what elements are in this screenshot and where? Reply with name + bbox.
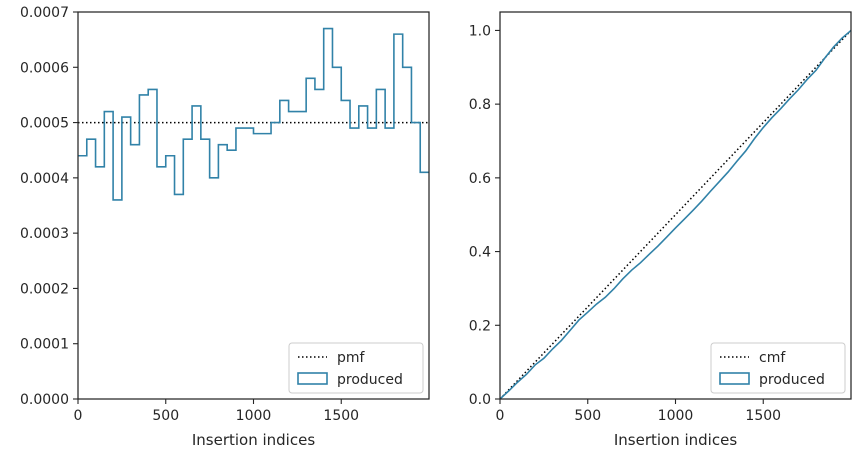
y-tick-label: 0.0004 [20,171,69,187]
legend-reference-label: cmf [759,350,786,366]
axes-frame [499,11,852,400]
legend: cmf produced [710,342,846,394]
produced-series-line [500,29,851,399]
legend-frame [710,342,846,394]
x-tick-label: 500 [152,408,179,424]
y-tick-label: 1.0 [469,23,491,39]
x-tick-label: 0 [496,408,505,424]
left-chart-pmf: 0 500 1000 1500 0.0000 0.0001 0.0002 0.0003 0.00… [20,5,430,449]
produced-series-line [78,27,429,201]
x-tick-label: 0 [74,408,83,424]
legend-frame [288,342,424,394]
x-tick-label: 500 [574,408,601,424]
x-tick-label: 1000 [236,408,272,424]
y-tick-label: 0.0003 [20,226,69,242]
x-tick-label: 1500 [323,408,359,424]
cmf-reference-line [500,29,851,399]
x-axis-label: Insertion indices [614,431,737,449]
y-tick-label: 0.0002 [20,281,69,297]
y-tick-label: 0.0006 [20,60,69,76]
y-tick-label: 0.0007 [20,5,69,21]
legend-produced-label: produced [337,372,403,388]
y-tick-label: 0.0 [469,392,491,408]
legend-produced-swatch [297,372,328,385]
legend-produced-swatch [719,372,750,385]
right-chart-cmf: 0 500 1000 1500 0.0 0.2 0.4 0.6 0.8 1.0 Insertion … [469,11,852,449]
legend: pmf produced [288,342,424,394]
axes-frame [77,11,430,400]
y-tick-label: 0.2 [469,318,491,334]
legend-reference-label: pmf [337,350,366,366]
y-tick-label: 0.0005 [20,116,69,132]
y-tick-label: 0.8 [469,97,491,113]
y-tick-label: 0.6 [469,171,491,187]
plot-area [78,27,429,201]
x-tick-label: 1500 [745,408,781,424]
y-tick-label: 0.0000 [20,392,69,408]
x-axis-label: Insertion indices [192,431,315,449]
legend-produced-label: produced [759,372,825,388]
plot-area [500,29,851,399]
x-tick-label: 1000 [658,408,694,424]
y-tick-label: 0.4 [469,245,491,261]
y-tick-label: 0.0001 [20,337,69,353]
